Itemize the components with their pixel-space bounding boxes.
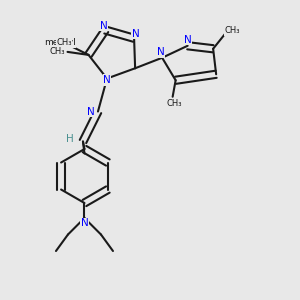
Text: H: H [66,134,73,143]
Text: CH₃: CH₃ [56,38,72,47]
Text: methyl: methyl [44,38,76,47]
Text: N: N [103,75,111,85]
Text: CH₃: CH₃ [167,99,182,108]
Text: N: N [100,20,108,31]
Text: N: N [81,218,88,228]
Text: N: N [157,47,164,57]
Text: CH₃: CH₃ [49,47,65,56]
Text: CH₃: CH₃ [225,26,240,35]
Text: N: N [132,29,140,39]
Text: N: N [88,106,95,116]
Text: N: N [184,35,191,45]
